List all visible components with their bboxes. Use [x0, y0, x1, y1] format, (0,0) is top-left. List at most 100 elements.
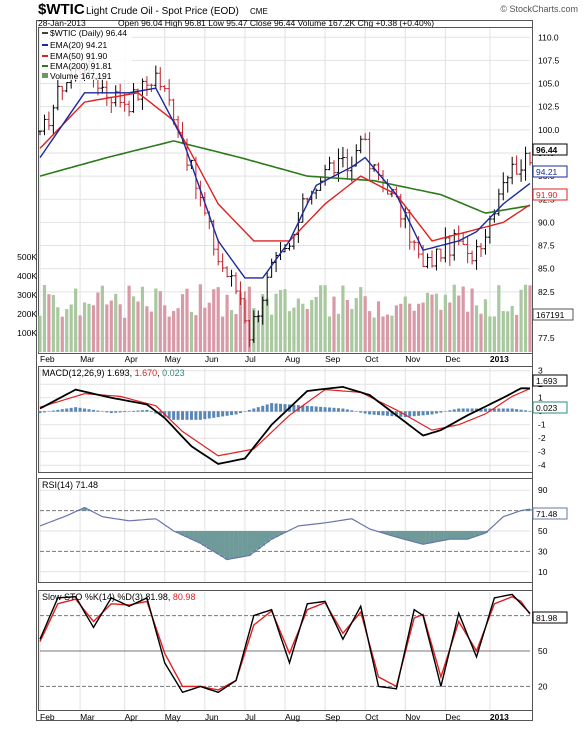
volume-bar — [327, 316, 332, 352]
macd-hist-bar — [354, 411, 358, 412]
volume-tick-label: 500K — [17, 252, 37, 262]
rsi-oversold-fill — [247, 531, 252, 556]
macd-hist-bar — [96, 410, 100, 412]
x-tick-label: Aug — [285, 712, 300, 722]
volume-bar — [439, 309, 443, 352]
macd-hist-bar — [417, 411, 421, 416]
rsi-oversold-fill — [420, 531, 426, 545]
macd-hist-bar — [38, 411, 42, 414]
volume-bar — [207, 302, 211, 352]
rsi-tag-box — [532, 507, 568, 520]
volume-bar — [474, 305, 479, 352]
rsi-oversold-fill — [385, 531, 390, 535]
macd-hist-bar — [212, 411, 216, 418]
ema20-tag-box — [532, 165, 568, 178]
macd-hist-bar — [234, 411, 238, 415]
rsi-oversold-fill — [447, 531, 453, 540]
price-tick-label: 90.0 — [538, 217, 555, 227]
macd-hist-bar — [314, 406, 318, 412]
macd-tick-label: -3 — [538, 447, 546, 457]
macd-hist-bar — [394, 411, 398, 417]
rsi-oversold-fill — [238, 531, 243, 558]
volume-tag: 167191 — [536, 310, 565, 320]
price-legend: $WTIC (Daily) 96.44 EMA(20) 94.21 EMA(50… — [40, 28, 132, 81]
volume-bar — [292, 307, 296, 352]
rsi-oversold-fill — [224, 531, 230, 560]
rsi-oversold-fill — [206, 531, 212, 549]
macd-hist-bar — [65, 408, 69, 412]
rsi-oversold-fill — [402, 531, 408, 540]
rsi-oversold-fill — [434, 531, 439, 542]
price-tag: 96.44 — [536, 145, 558, 155]
macd-hist-bar — [91, 409, 95, 412]
volume-bar — [74, 288, 78, 352]
macd-hist-bar — [283, 404, 287, 412]
macd-hist-bar — [247, 409, 251, 412]
volume-bar — [461, 286, 465, 352]
macd-hist-bar — [176, 411, 180, 420]
volume-tick-label: 400K — [17, 271, 37, 281]
macd-hist-bar — [238, 411, 242, 414]
macd-hist-bar — [448, 410, 452, 412]
volume-bar — [470, 288, 474, 352]
macd-tick-label: -2 — [538, 433, 546, 443]
macd-hist-bar — [118, 411, 122, 413]
macd-hist-bar — [501, 408, 505, 412]
x-tick-label: Nov — [405, 354, 421, 364]
rsi-oversold-fill — [456, 531, 462, 540]
volume-bar — [399, 303, 403, 352]
volume-bar — [123, 317, 127, 352]
volume-bar — [515, 314, 519, 352]
macd-hist-bar — [319, 406, 323, 412]
macd-hist-bar — [100, 411, 104, 412]
macd-hist-bar — [381, 411, 385, 416]
sto-tag-box — [532, 611, 568, 624]
volume-bar — [483, 299, 488, 352]
rsi-oversold-fill — [438, 531, 444, 541]
rsi-oversold-fill — [251, 531, 257, 553]
rsi-oversold-fill — [242, 531, 248, 557]
volume-bar — [136, 301, 140, 352]
macd-hist-bar — [69, 407, 73, 412]
macd-hist-bar — [114, 411, 118, 413]
x-tick-label: Sep — [325, 712, 340, 722]
volume-bar — [65, 309, 69, 352]
macd-hist-bar — [149, 411, 153, 412]
volume-bar — [47, 294, 51, 352]
rsi-oversold-fill — [189, 531, 194, 540]
volume-bar — [238, 292, 243, 352]
sto-panel-frame — [38, 590, 533, 711]
macd-hist-bar — [189, 411, 193, 420]
volume-bar — [56, 307, 60, 352]
macd-hist-bar — [47, 411, 51, 412]
volume-bar — [278, 289, 283, 352]
macd-hist-bar — [336, 408, 340, 412]
ema20-line — [39, 87, 531, 279]
volume-bar — [283, 289, 287, 352]
macd-hist-bar — [74, 407, 78, 412]
header-ohlc: Open 96.04 High 96.81 Low 95.47 Close 96… — [118, 18, 434, 28]
rsi-panel-frame — [38, 478, 533, 583]
volume-bar — [350, 308, 354, 352]
macd-hist-bar — [158, 411, 162, 416]
macd-hist-bar — [492, 408, 496, 412]
volume-bar — [51, 294, 55, 352]
rsi-legend-label: RSI(14) 71.48 — [42, 480, 98, 490]
macd-hist-bar — [439, 411, 443, 413]
macd-hist-bar — [42, 411, 46, 413]
volume-bar — [189, 311, 194, 352]
macd-tick-label: -4 — [538, 460, 546, 470]
volume-bar — [270, 314, 274, 352]
volume-bar — [430, 294, 434, 352]
legend-background — [40, 28, 132, 80]
macd-hist-bar — [167, 411, 171, 419]
macd-hist-bar — [483, 408, 487, 412]
rsi-oversold-fill — [460, 531, 466, 540]
rsi-oversold-fill — [180, 531, 185, 536]
volume-bar — [421, 302, 425, 352]
volume-bar — [394, 305, 398, 352]
macd-hist-bar — [140, 410, 144, 412]
macd-hist-bar — [479, 408, 483, 412]
sto-tick-label: 50 — [538, 646, 548, 656]
volume-bar — [42, 285, 47, 352]
